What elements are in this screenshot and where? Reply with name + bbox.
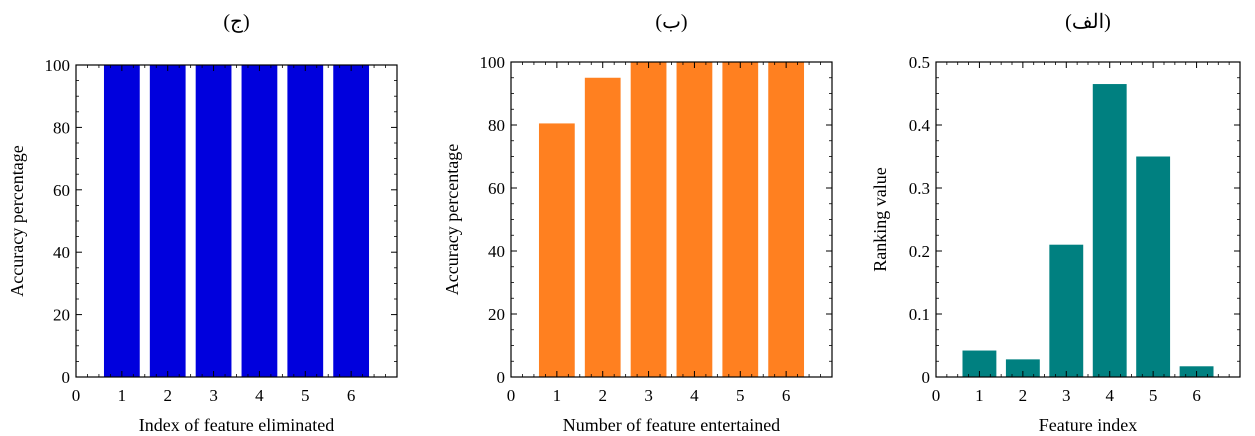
bar-3 <box>630 62 667 377</box>
y-tick-label: 40 <box>488 242 505 261</box>
bar-5 <box>722 62 759 377</box>
bar-4 <box>676 62 713 377</box>
y-tick-label: 0.3 <box>909 179 930 198</box>
y-tick-label: 20 <box>53 306 70 325</box>
bar-2 <box>149 65 186 377</box>
x-tick-label: 5 <box>301 386 310 405</box>
y-tick-label: 0.5 <box>909 53 930 72</box>
x-tick-label: 0 <box>932 386 941 405</box>
x-tick-label: 1 <box>553 386 562 405</box>
y-tick-label: 80 <box>488 116 505 135</box>
y-tick-label: 0 <box>922 368 931 387</box>
x-tick-label: 5 <box>736 386 745 405</box>
x-tick-label: 4 <box>1105 386 1114 405</box>
x-tick-label: 6 <box>347 386 356 405</box>
bar-3 <box>1049 244 1084 377</box>
y-axis-label: Accuracy percentage <box>442 144 462 295</box>
panel-title: (ج) <box>223 11 249 33</box>
y-tick-label: 80 <box>53 118 70 137</box>
panel-jim: 0 20 40 60 80 100 0 1 2 3 4 5 6 Index of feature elim… <box>7 11 398 435</box>
x-tick-label: 2 <box>1019 386 1028 405</box>
bar-1 <box>538 123 575 377</box>
x-tick-label: 6 <box>782 386 791 405</box>
x-axis-label: Feature index <box>1039 415 1137 435</box>
bar-1 <box>103 65 140 377</box>
y-tick-label: 60 <box>53 181 70 200</box>
y-tick-label: 20 <box>488 305 505 324</box>
bar-2 <box>1005 359 1040 377</box>
x-axis-label: Index of feature eliminated <box>139 415 334 435</box>
x-tick-label: 2 <box>163 386 172 405</box>
y-axis-label: Accuracy percentage <box>7 145 27 296</box>
bar-6 <box>333 65 370 377</box>
bar-3 <box>195 65 232 377</box>
panel-alef: 0 0.1 0.2 0.3 0.4 0.5 0 1 2 3 4 5 6 Feature index Rank… <box>870 11 1241 435</box>
x-tick-label: 6 <box>1192 386 1201 405</box>
x-tick-label: 4 <box>255 386 264 405</box>
y-tick-label: 0 <box>62 368 71 387</box>
y-tick-label: 100 <box>45 56 71 75</box>
x-tick-label: 3 <box>1062 386 1071 405</box>
x-tick-label: 5 <box>1149 386 1158 405</box>
x-tick-label: 0 <box>72 386 81 405</box>
x-tick-label: 3 <box>644 386 653 405</box>
y-tick-label: 0.1 <box>909 305 930 324</box>
x-tick-label: 3 <box>209 386 218 405</box>
bar-6 <box>768 62 805 377</box>
y-tick-label: 0 <box>497 368 506 387</box>
y-tick-label: 0.4 <box>909 116 931 135</box>
bar-4 <box>1092 84 1127 378</box>
panel-title: (ب) <box>655 11 687 33</box>
bar-2 <box>584 77 621 377</box>
y-tick-label: 60 <box>488 179 505 198</box>
y-tick-label: 100 <box>480 53 506 72</box>
x-tick-label: 1 <box>118 386 127 405</box>
x-tick-label: 0 <box>507 386 516 405</box>
bar-4 <box>241 65 278 377</box>
plot-frame <box>935 61 1241 378</box>
x-tick-label: 1 <box>975 386 984 405</box>
bar-5 <box>1136 156 1171 377</box>
y-axis-label: Ranking value <box>870 167 890 271</box>
x-axis-label: Number of feature entertained <box>563 415 780 435</box>
y-tick-label: 40 <box>53 243 70 262</box>
panel-title: (الف) <box>1065 11 1111 33</box>
x-tick-label: 4 <box>690 386 699 405</box>
y-tick-label: 0.2 <box>909 242 930 261</box>
bar-5 <box>287 65 324 377</box>
x-tick-label: 2 <box>598 386 607 405</box>
